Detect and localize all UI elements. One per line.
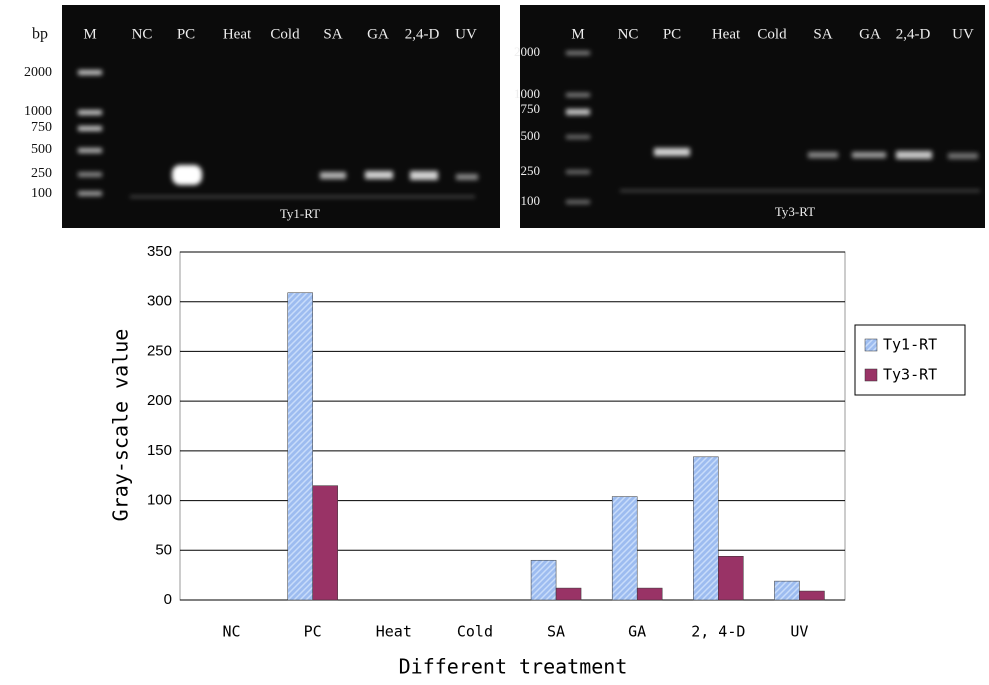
- y-axis-label: Gray-scale value: [109, 329, 133, 522]
- x-tick-label: PC: [304, 623, 322, 641]
- gel-label: Ty3-RT: [775, 204, 815, 219]
- marker-size-label: 100: [521, 193, 541, 208]
- gel-label: Ty1-RT: [280, 206, 320, 221]
- legend-label: Ty1-RT: [883, 336, 937, 354]
- lane-label: 2,4-D: [896, 26, 931, 42]
- x-tick-label: Cold: [457, 623, 493, 641]
- marker-size-label: 250: [521, 163, 541, 178]
- lane-label: Cold: [270, 26, 300, 42]
- x-tick-label: 2, 4-D: [691, 623, 745, 641]
- x-tick-label: GA: [628, 623, 646, 641]
- legend-swatch: [865, 369, 877, 381]
- lane-label: NC: [132, 26, 153, 42]
- bar: [774, 581, 799, 600]
- y-tick-label: 350: [147, 243, 172, 260]
- unit-label: bp: [32, 26, 48, 43]
- bar: [612, 497, 637, 600]
- bar: [693, 457, 718, 600]
- lane-label: Cold: [757, 26, 787, 42]
- bar-chart: 0 50 100 150 200 250 300 350 NC PC Heat Cold SA GA 2, …: [109, 243, 966, 679]
- lane-label: UV: [952, 26, 974, 42]
- x-axis-label: Different treatment: [399, 655, 628, 679]
- plot-frame: [180, 252, 845, 600]
- gel-panel: M NC PC Heat Cold SA GA 2,4-D UV Ty1-RT: [62, 5, 500, 228]
- bar: [531, 560, 556, 600]
- figure: M NC PC Heat Cold SA GA 2,4-D UV Ty1-RT M NC PC Heat…: [0, 0, 989, 685]
- bar: [313, 486, 338, 600]
- lane-label: PC: [663, 26, 681, 42]
- x-tick-label: Heat: [376, 623, 412, 641]
- lane-label: M: [571, 26, 584, 42]
- bar: [718, 556, 743, 600]
- marker-size-label: 500: [31, 142, 52, 157]
- legend-label: Ty3-RT: [883, 366, 937, 384]
- marker-size-label: 750: [31, 120, 52, 135]
- marker-size-label: 2000: [514, 44, 540, 59]
- lane-label: M: [83, 26, 96, 42]
- bar: [556, 588, 581, 600]
- lane-label: GA: [859, 26, 881, 42]
- lane-label: Heat: [712, 26, 741, 42]
- lane-label: UV: [455, 26, 477, 42]
- marker-size-label: 500: [521, 128, 541, 143]
- marker-size-label: 100: [31, 186, 52, 201]
- lane-label: NC: [618, 26, 639, 42]
- y-tick-label: 100: [147, 492, 172, 509]
- y-tick-label: 300: [147, 293, 172, 310]
- bar: [637, 588, 662, 600]
- lane-label: PC: [177, 26, 195, 42]
- lane-label: 2,4-D: [405, 26, 440, 42]
- x-tick-label: SA: [547, 623, 565, 641]
- marker-size-label: 2000: [24, 65, 52, 80]
- marker-size-label: 250: [31, 166, 52, 181]
- x-tick-label: NC: [223, 623, 241, 641]
- y-tick-label: 50: [155, 541, 172, 558]
- marker-size-label: 1000: [514, 86, 540, 101]
- y-tick-label: 0: [164, 591, 172, 608]
- marker-size-label: 1000: [24, 104, 52, 119]
- x-tick-label: UV: [790, 623, 808, 641]
- bar: [288, 293, 313, 600]
- y-tick-label: 200: [147, 392, 172, 409]
- lane-label: SA: [813, 26, 832, 42]
- y-tick-label: 250: [147, 342, 172, 359]
- legend-swatch: [865, 339, 877, 351]
- lane-label: Heat: [223, 26, 252, 42]
- y-tick-label: 150: [147, 442, 172, 459]
- marker-size-label: 750: [521, 101, 541, 116]
- bar: [799, 591, 824, 600]
- lane-label: SA: [323, 26, 342, 42]
- lane-label: GA: [367, 26, 389, 42]
